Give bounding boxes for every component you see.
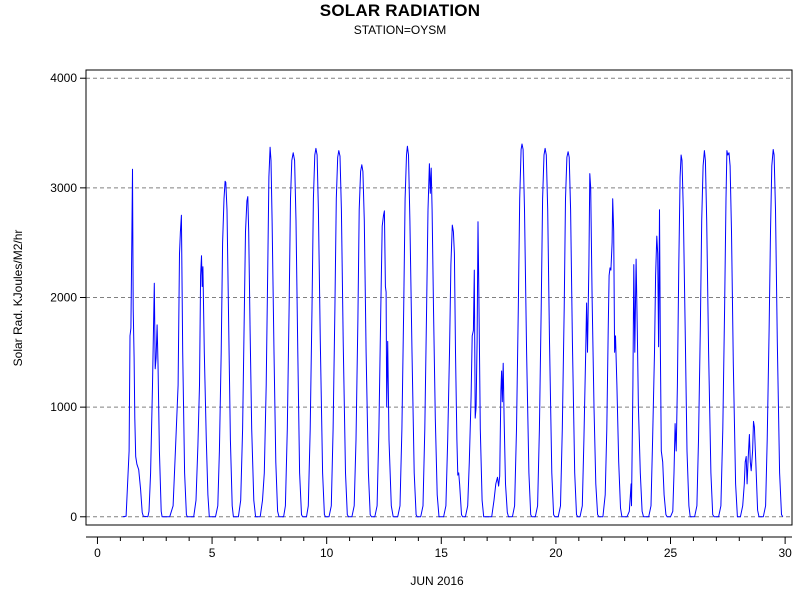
y-tick-label: 2000 <box>50 291 77 305</box>
x-tick-label: 15 <box>435 546 449 560</box>
x-tick-label: 30 <box>778 546 792 560</box>
series-layer <box>122 143 784 518</box>
x-tick-label: 20 <box>549 546 563 560</box>
x-axis-ticks: 0 5 10 15 20 25 30 <box>94 537 792 560</box>
x-axis-label: JUN 2016 <box>410 574 464 588</box>
y-tick-label: 0 <box>70 510 77 524</box>
y-tick-label: 3000 <box>50 181 77 195</box>
chart-title: SOLAR RADIATION <box>319 1 481 20</box>
x-tick-label: 10 <box>320 546 334 560</box>
y-axis-ticks: 0 1000 2000 3000 4000 <box>50 71 86 524</box>
y-gridlines <box>86 77 792 518</box>
x-tick-label: 25 <box>664 546 678 560</box>
x-tick-label: 5 <box>209 546 216 560</box>
y-axis-label: Solar Rad. KJoules/M2/hr <box>11 230 25 367</box>
y-tick-label: 4000 <box>50 71 77 85</box>
solar-radiation-series-line <box>122 143 784 518</box>
x-tick-label: 0 <box>94 546 101 560</box>
y-tick-label: 1000 <box>50 400 77 414</box>
chart-subtitle: STATION=OYSM <box>353 23 447 37</box>
